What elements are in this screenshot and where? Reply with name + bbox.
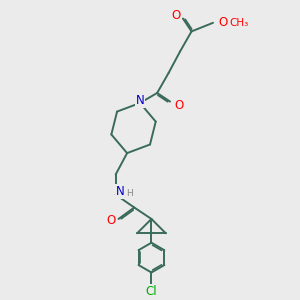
- Text: O: O: [107, 214, 116, 227]
- Text: H: H: [126, 189, 133, 198]
- Text: N: N: [116, 185, 124, 198]
- Text: O: O: [218, 16, 228, 29]
- Text: O: O: [174, 99, 183, 112]
- Text: O: O: [171, 9, 180, 22]
- Text: N: N: [136, 94, 144, 106]
- Text: CH₃: CH₃: [229, 18, 248, 28]
- Text: Cl: Cl: [146, 285, 157, 298]
